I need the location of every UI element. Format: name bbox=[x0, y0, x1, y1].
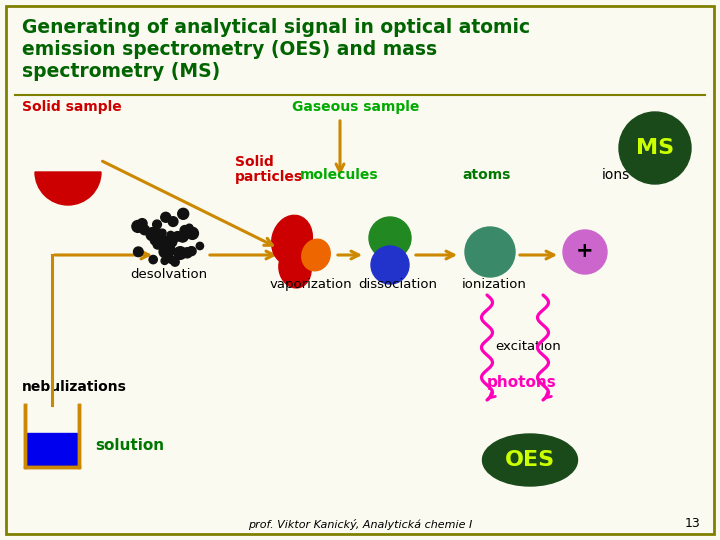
Circle shape bbox=[168, 217, 178, 226]
Circle shape bbox=[174, 247, 186, 259]
Circle shape bbox=[619, 112, 691, 184]
Text: Generating of analytical signal in optical atomic: Generating of analytical signal in optic… bbox=[22, 18, 530, 37]
Text: ionization: ionization bbox=[462, 278, 527, 291]
Circle shape bbox=[168, 255, 175, 264]
Circle shape bbox=[563, 230, 607, 274]
Ellipse shape bbox=[302, 239, 330, 271]
Text: Solid: Solid bbox=[235, 155, 274, 169]
Wedge shape bbox=[35, 172, 101, 205]
Circle shape bbox=[173, 232, 182, 241]
Circle shape bbox=[161, 212, 171, 222]
Circle shape bbox=[182, 248, 192, 258]
Text: 13: 13 bbox=[684, 517, 700, 530]
Text: ions: ions bbox=[602, 168, 630, 182]
Circle shape bbox=[180, 226, 189, 235]
Text: vaporization: vaporization bbox=[270, 278, 353, 291]
Circle shape bbox=[159, 246, 171, 258]
Text: Solid sample: Solid sample bbox=[22, 100, 122, 114]
Text: particles: particles bbox=[235, 170, 303, 184]
Circle shape bbox=[186, 224, 193, 232]
Circle shape bbox=[371, 246, 409, 284]
Text: photons: photons bbox=[487, 375, 557, 390]
Circle shape bbox=[153, 240, 162, 249]
Circle shape bbox=[157, 235, 168, 247]
Circle shape bbox=[140, 225, 150, 235]
Circle shape bbox=[186, 227, 199, 239]
Text: dissociation: dissociation bbox=[358, 278, 437, 291]
Circle shape bbox=[171, 258, 179, 266]
Text: emission spectrometry (OES) and mass: emission spectrometry (OES) and mass bbox=[22, 40, 437, 59]
Circle shape bbox=[146, 228, 158, 239]
Text: molecules: molecules bbox=[300, 168, 379, 182]
Text: solution: solution bbox=[95, 437, 164, 453]
Circle shape bbox=[155, 229, 163, 238]
Text: atoms: atoms bbox=[462, 168, 510, 182]
Circle shape bbox=[167, 231, 174, 239]
Circle shape bbox=[149, 255, 157, 264]
Ellipse shape bbox=[271, 215, 312, 265]
Circle shape bbox=[150, 237, 159, 245]
Circle shape bbox=[133, 247, 143, 256]
Ellipse shape bbox=[482, 434, 577, 486]
Text: Gaseous sample: Gaseous sample bbox=[292, 100, 419, 114]
Circle shape bbox=[158, 229, 166, 237]
Circle shape bbox=[138, 219, 147, 228]
Circle shape bbox=[187, 247, 194, 254]
Circle shape bbox=[132, 220, 144, 232]
Text: +: + bbox=[576, 241, 594, 261]
Text: nebulizations: nebulizations bbox=[22, 380, 127, 394]
Circle shape bbox=[161, 244, 170, 253]
Circle shape bbox=[465, 227, 515, 277]
Bar bbox=[27, 433, 77, 466]
Circle shape bbox=[181, 230, 189, 238]
Text: OES: OES bbox=[505, 450, 555, 470]
Text: excitation: excitation bbox=[495, 340, 561, 353]
Circle shape bbox=[146, 230, 158, 240]
Circle shape bbox=[187, 247, 196, 255]
Circle shape bbox=[161, 257, 168, 265]
Circle shape bbox=[197, 242, 204, 249]
Ellipse shape bbox=[279, 248, 311, 288]
Text: desolvation: desolvation bbox=[130, 268, 207, 281]
Circle shape bbox=[164, 245, 175, 255]
Circle shape bbox=[177, 231, 188, 242]
Text: prof. Viktor Kanický, Analytická chemie I: prof. Viktor Kanický, Analytická chemie … bbox=[248, 519, 472, 530]
Circle shape bbox=[165, 235, 177, 247]
Circle shape bbox=[369, 217, 411, 259]
Text: spectrometry (MS): spectrometry (MS) bbox=[22, 62, 220, 81]
Circle shape bbox=[178, 208, 189, 219]
Text: MS: MS bbox=[636, 138, 674, 158]
Circle shape bbox=[153, 220, 161, 229]
